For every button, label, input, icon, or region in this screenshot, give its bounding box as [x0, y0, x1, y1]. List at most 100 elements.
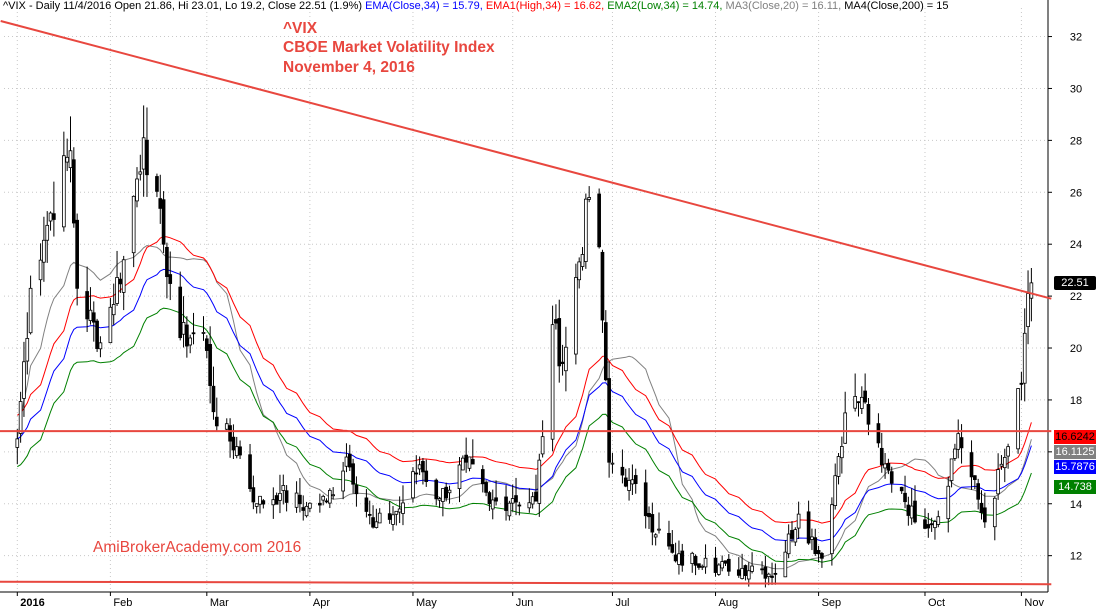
candle-body [717, 564, 721, 575]
candle-body [693, 555, 698, 566]
candle-body [859, 396, 864, 409]
x-tick-label: Nov [1024, 597, 1044, 609]
candle-body [324, 500, 329, 503]
candle-body [145, 139, 149, 176]
candle-body [178, 286, 183, 339]
candle-body [464, 454, 468, 463]
candle-body [434, 479, 439, 500]
candle-body [158, 198, 163, 209]
candle-body [926, 524, 931, 529]
candle-body [354, 484, 359, 495]
candle-body [88, 309, 93, 322]
candle-body [131, 195, 136, 254]
candle-body [923, 519, 927, 529]
candle-body [238, 446, 242, 456]
candle-body [91, 312, 96, 323]
candle-body [347, 453, 352, 468]
candle-body [301, 507, 306, 511]
indicators [16, 235, 1032, 570]
y-tick-label: 14 [1070, 499, 1082, 511]
candle-body [740, 567, 744, 579]
candle-body [165, 246, 169, 278]
price-label-ema2: 14.738 [1054, 480, 1096, 494]
candle-body [95, 320, 99, 349]
candle-body [830, 504, 834, 555]
candle-body [417, 464, 422, 470]
candle-body [1006, 446, 1010, 457]
candle-body [321, 495, 326, 501]
candle-body [746, 570, 751, 580]
watermark: AmiBrokerAcademy.com 2016 [93, 539, 302, 556]
candle-body [441, 488, 445, 502]
candle-body [22, 361, 26, 399]
candle-body [108, 306, 113, 344]
candle-body [1029, 282, 1034, 299]
x-tick-label: Jul [615, 597, 629, 609]
candle-body [786, 533, 791, 555]
candle-body [15, 438, 20, 448]
x-tick-label: Sep [822, 597, 842, 609]
candle-body [274, 495, 279, 505]
candle-body [201, 332, 206, 334]
candle-body [534, 491, 538, 502]
header-ema2: EMA2(Low,34) = 14.74, [604, 0, 723, 12]
candle-body [770, 575, 774, 578]
candle-body [258, 495, 262, 505]
candle-body [650, 514, 655, 533]
candle-body [155, 176, 159, 192]
candle-body [610, 462, 615, 465]
candle-body [550, 324, 555, 440]
candle-body [840, 446, 844, 459]
candle-body [331, 494, 335, 497]
candle-body [1002, 457, 1007, 469]
candle-body [903, 492, 907, 503]
candle-body [121, 259, 126, 293]
price-label-last: 22.51 [1054, 276, 1096, 290]
y-tick-label: 12 [1070, 551, 1082, 563]
candle-body [298, 494, 302, 505]
candle-body [623, 477, 628, 487]
candle-body [1026, 293, 1030, 328]
candles [15, 105, 1034, 588]
candle-body [697, 563, 701, 568]
x-tick-label: 2016 [20, 597, 44, 609]
y-tick-label: 32 [1070, 32, 1082, 44]
header-ema: EMA(Close,34) = 15.79, [362, 0, 483, 12]
candle-body [328, 489, 332, 504]
candle-body [630, 479, 635, 485]
chart-header: ^VIX - Daily 11/4/2016 Open 21.86, Hi 23… [3, 0, 949, 12]
candle-body [973, 475, 977, 481]
candle-body [540, 436, 545, 455]
candle-body [760, 568, 764, 571]
candle-body [670, 544, 675, 553]
candle-body [597, 193, 601, 248]
x-tick-label: Feb [113, 597, 132, 609]
candle-body [161, 199, 166, 245]
candle-body [876, 423, 881, 444]
candle-body [437, 498, 442, 501]
y-tick-label: 28 [1070, 135, 1082, 147]
x-tick-label: May [416, 597, 437, 609]
candle-body [879, 447, 884, 466]
candle-body [956, 433, 961, 450]
candle-body [833, 475, 838, 506]
annotation-date: November 4, 2016 [283, 59, 415, 76]
candle-body [773, 572, 778, 575]
candle-body [185, 324, 189, 347]
candle-body [135, 178, 139, 202]
candle-body [763, 566, 768, 579]
trend-lines [0, 20, 1052, 586]
candle-body [720, 561, 724, 569]
candle-body [726, 558, 731, 572]
candle-body [929, 523, 934, 526]
candle-body [191, 332, 196, 335]
candle-body [886, 463, 891, 471]
candle-body [913, 500, 917, 523]
candle-body [883, 463, 887, 469]
candle-body [68, 150, 73, 169]
candle-body [85, 291, 89, 320]
candle-body [141, 137, 146, 170]
candle-body [600, 251, 605, 321]
candle-body [490, 499, 495, 510]
